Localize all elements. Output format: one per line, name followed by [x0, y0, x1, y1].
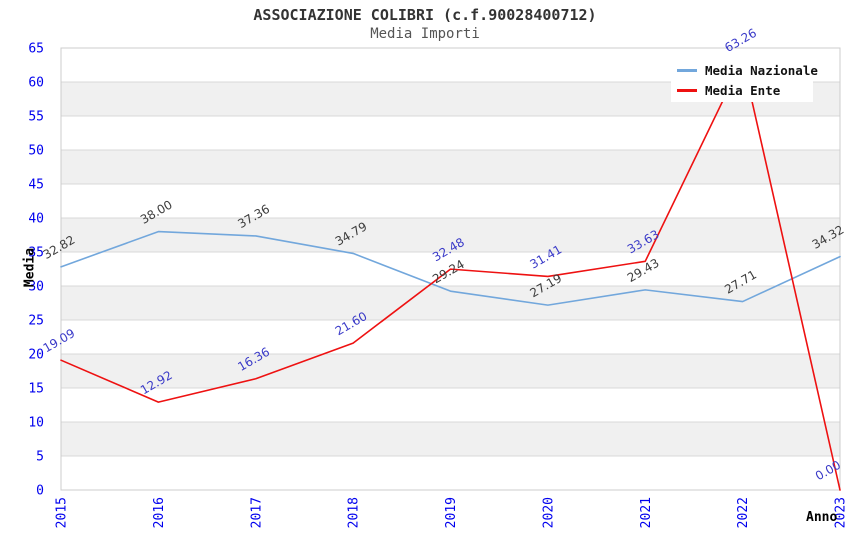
- legend-swatch-media-ente: [677, 89, 697, 92]
- y-tick-label: 55: [28, 110, 44, 125]
- data-label: 0.00: [813, 458, 843, 483]
- y-tick-label: 65: [28, 42, 44, 57]
- y-tick-label: 35: [28, 246, 44, 261]
- x-tick-label: 2021: [639, 497, 654, 528]
- y-tick-label: 30: [28, 280, 44, 295]
- grid-band: [61, 422, 840, 456]
- legend-label: Media Ente: [705, 83, 781, 98]
- y-tick-label: 10: [28, 416, 44, 431]
- x-tick-label: 2018: [347, 497, 362, 528]
- legend-item-media-nazionale: Media Nazionale: [677, 63, 818, 78]
- y-tick-label: 15: [28, 382, 44, 397]
- plot-border: [60, 47, 841, 491]
- y-tick-label: 50: [28, 144, 44, 159]
- legend-label: Media Nazionale: [705, 63, 818, 78]
- grid-band: [61, 354, 840, 388]
- x-tick-label: 2016: [152, 497, 167, 528]
- data-label: 32.82: [41, 233, 78, 262]
- data-label: 19.09: [41, 326, 78, 355]
- legend-item-media-ente: Media Ente: [677, 83, 813, 98]
- x-tick-label: 2015: [55, 497, 70, 528]
- y-axis-title: Media: [22, 247, 38, 288]
- grid-band: [61, 150, 840, 184]
- x-tick-label: 2020: [541, 497, 556, 528]
- x-tick-label: 2019: [444, 497, 459, 528]
- y-tick-label: 25: [28, 314, 44, 329]
- y-tick-label: 45: [28, 178, 44, 193]
- legend-swatch-media-nazionale: [677, 69, 697, 72]
- series-line-media-nazionale: [60, 230, 841, 306]
- x-tick-label: 2023: [834, 497, 849, 528]
- chart-legend: Media Nazionale Media Ente: [671, 59, 818, 102]
- x-tick-label: 2017: [249, 497, 264, 528]
- chart-title: ASSOCIAZIONE COLIBRI (c.f.90028400712): [253, 6, 597, 24]
- y-tick-label: 20: [28, 348, 44, 363]
- y-tick-label: 60: [28, 76, 44, 91]
- x-axis-title: Anno: [806, 510, 838, 525]
- series-line-media-ente: [60, 59, 841, 491]
- y-tick-label: 5: [36, 450, 44, 465]
- chart-subtitle: Media Importi: [370, 26, 480, 42]
- data-label: 63.26: [722, 26, 759, 55]
- y-tick-label: 40: [28, 212, 44, 227]
- data-label: 29.43: [625, 256, 662, 285]
- y-tick-label: 0: [36, 484, 44, 499]
- grid-band: [61, 218, 840, 252]
- x-tick-label: 2022: [736, 497, 751, 528]
